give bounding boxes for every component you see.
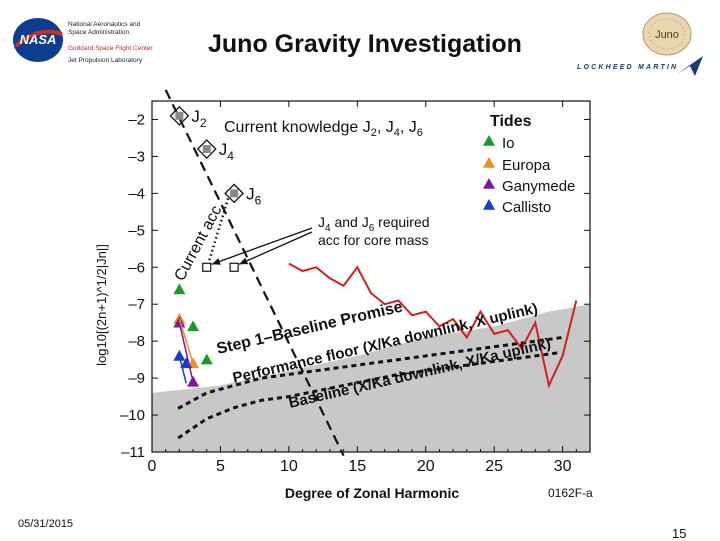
goddard-label: Goddard Space Flight Center bbox=[68, 45, 153, 52]
legend-callisto: Callisto bbox=[502, 199, 551, 216]
juno-logo: Juno bbox=[642, 12, 692, 56]
jpl-label: Jet Propulsion Laboratory bbox=[68, 57, 143, 64]
tide-ganymede-marker bbox=[173, 316, 186, 328]
y-tick-label: –11 bbox=[121, 444, 145, 461]
lockheed-star-icon bbox=[677, 56, 703, 76]
legend-europa-icon bbox=[483, 157, 495, 168]
tide-io-marker bbox=[173, 283, 186, 295]
org-line2: Space Administration bbox=[68, 29, 130, 36]
page-title: Juno Gravity Investigation bbox=[208, 30, 522, 58]
known-j-subscript: 6 bbox=[255, 193, 262, 207]
y-tick-label: –9 bbox=[128, 370, 145, 387]
known-diamond-marker bbox=[169, 105, 190, 126]
baseline-curve bbox=[177, 350, 565, 440]
y-tick-label: –8 bbox=[128, 333, 145, 350]
x-tick-label: 0 bbox=[148, 458, 157, 475]
known-j-label: J2 bbox=[191, 107, 207, 130]
x-tick-label: 10 bbox=[280, 458, 298, 475]
juno-logo-text: Juno bbox=[655, 29, 679, 41]
known-j-label: J4 bbox=[219, 140, 235, 163]
europa-connector bbox=[178, 318, 194, 364]
footer-date: 05/31/2015 bbox=[18, 518, 74, 530]
legend-io-icon bbox=[483, 135, 495, 146]
baseline-promise-line bbox=[288, 262, 578, 389]
arrow-head bbox=[239, 257, 249, 265]
y-tick-label: –10 bbox=[120, 407, 145, 424]
nasa-logo: NASA bbox=[13, 18, 63, 62]
known-j-subscript: 4 bbox=[227, 149, 234, 163]
known-j-label: J6 bbox=[246, 184, 262, 207]
y-tick-label: –5 bbox=[128, 222, 145, 239]
tide-io-marker bbox=[200, 353, 213, 365]
y-tick-label: –6 bbox=[128, 259, 145, 276]
x-tick-label: 5 bbox=[216, 458, 225, 475]
y-tick-label: –2 bbox=[128, 111, 145, 128]
org-line1: National Aeronautics and bbox=[68, 21, 141, 28]
ganymede-connector bbox=[178, 322, 194, 382]
current-acc-label: Current acc bbox=[172, 203, 226, 284]
gray-region bbox=[152, 304, 590, 452]
y-tick-label: –7 bbox=[128, 296, 145, 313]
required-label-line1: J4 and J6 required bbox=[318, 214, 430, 234]
perf-floor-curve bbox=[177, 335, 565, 410]
legend-title: Tides bbox=[490, 113, 532, 130]
known-diamond-marker bbox=[224, 183, 245, 204]
x-tick-label: 20 bbox=[417, 458, 435, 475]
x-axis-label: Degree of Zonal Harmonic bbox=[285, 485, 459, 501]
legend-callisto-icon bbox=[483, 199, 495, 210]
tide-io-marker bbox=[187, 320, 200, 332]
known-j-subscript: 2 bbox=[200, 116, 207, 130]
legend-io: Io bbox=[502, 135, 515, 152]
required-label-line2: acc for core mass bbox=[318, 232, 428, 248]
known-diamond-marker bbox=[196, 139, 217, 159]
known-point-marker bbox=[230, 189, 239, 198]
current-knowledge-label: Current knowledge J2, J4, J6 bbox=[224, 119, 423, 139]
figure-id: 0162F-a bbox=[548, 486, 593, 500]
lockheed-logo-text: LOCKHEED MARTIN bbox=[577, 64, 679, 71]
y-tick-label: –4 bbox=[128, 185, 145, 202]
y-axis-label: log10[(2n+1)^1/2|Jn|] bbox=[94, 244, 109, 366]
arrow-shaft bbox=[211, 227, 313, 265]
page-number: 15 bbox=[672, 526, 687, 541]
known-point-marker bbox=[202, 145, 211, 154]
known-point-marker bbox=[175, 111, 184, 120]
nasa-logo-text: NASA bbox=[20, 32, 57, 47]
required-point-marker bbox=[202, 262, 212, 272]
x-tick-label: 25 bbox=[485, 458, 503, 475]
legend-ganymede: Ganymede bbox=[502, 178, 575, 195]
arrow-head bbox=[211, 258, 221, 265]
x-tick-label: 15 bbox=[348, 458, 366, 475]
required-point-marker bbox=[229, 262, 239, 272]
legend-ganymede-icon bbox=[483, 178, 495, 189]
tide-callisto-marker bbox=[173, 349, 186, 361]
y-tick-label: –3 bbox=[128, 148, 145, 165]
arrow-shaft bbox=[238, 231, 313, 265]
x-tick-label: 30 bbox=[554, 458, 572, 475]
kaula-line bbox=[164, 89, 345, 457]
legend-europa: Europa bbox=[502, 157, 551, 174]
